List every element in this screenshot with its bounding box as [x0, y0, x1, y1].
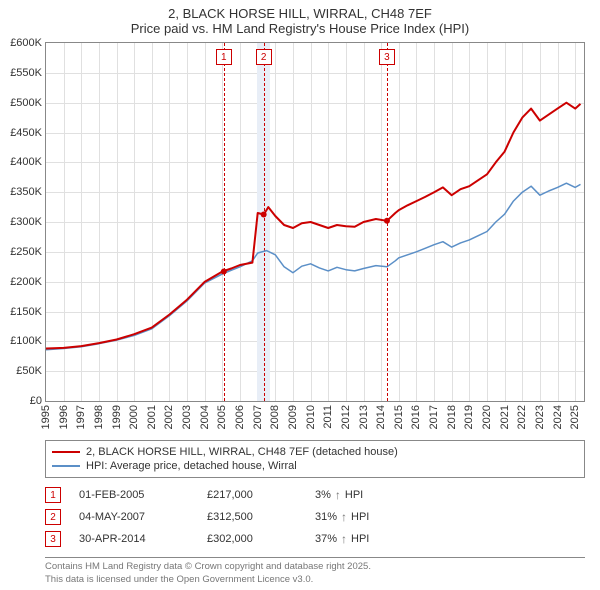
legend-swatch: [52, 465, 80, 467]
x-axis-label: 2014: [375, 405, 387, 429]
table-row: 3 30-APR-2014 £302,000 37% ↑ HPI: [45, 528, 585, 550]
sale-date: 30-APR-2014: [79, 533, 189, 545]
legend-label: HPI: Average price, detached house, Wirr…: [86, 460, 297, 472]
sale-price: £312,500: [207, 511, 297, 523]
sale-marker-icon: 3: [45, 531, 61, 547]
arrow-up-icon: ↑: [341, 532, 347, 546]
x-axis-label: 2019: [463, 405, 475, 429]
sale-delta-value: 31%: [315, 511, 337, 523]
legend-item: 2, BLACK HORSE HILL, WIRRAL, CH48 7EF (d…: [52, 445, 578, 459]
y-axis-label: £350K: [10, 186, 42, 198]
arrow-up-icon: ↑: [341, 510, 347, 524]
x-axis-label: 1999: [111, 405, 123, 429]
title-subtitle: Price paid vs. HM Land Registry's House …: [10, 21, 590, 36]
legend-swatch: [52, 451, 80, 453]
x-axis-label: 2021: [499, 405, 511, 429]
x-axis-label: 2024: [552, 405, 564, 429]
x-axis-label: 2020: [481, 405, 493, 429]
sale-date: 01-FEB-2005: [79, 489, 189, 501]
sale-delta-suffix: HPI: [345, 489, 363, 501]
x-axis-label: 2002: [163, 405, 175, 429]
title-address: 2, BLACK HORSE HILL, WIRRAL, CH48 7EF: [10, 6, 590, 21]
y-axis-label: £300K: [10, 216, 42, 228]
x-axis-label: 2001: [146, 405, 158, 429]
sale-delta-value: 3%: [315, 489, 331, 501]
sales-table: 1 01-FEB-2005 £217,000 3% ↑ HPI 2 04-MAY…: [45, 484, 585, 550]
y-axis-label: £450K: [10, 127, 42, 139]
footer-line1: Contains HM Land Registry data © Crown c…: [45, 561, 585, 573]
x-axis-label: 2022: [516, 405, 528, 429]
y-axis-label: £250K: [10, 246, 42, 258]
sale-delta-value: 37%: [315, 533, 337, 545]
y-axis-label: £600K: [10, 37, 42, 49]
y-axis-label: £50K: [16, 365, 42, 377]
y-axis-label: £100K: [10, 335, 42, 347]
y-axis-label: £500K: [10, 97, 42, 109]
footer-line2: This data is licensed under the Open Gov…: [45, 574, 585, 586]
x-axis-label: 2009: [287, 405, 299, 429]
x-axis-label: 2023: [534, 405, 546, 429]
x-axis-label: 2016: [410, 405, 422, 429]
sale-price: £302,000: [207, 533, 297, 545]
x-axis-label: 1995: [40, 405, 52, 429]
x-axis-label: 2017: [428, 405, 440, 429]
sale-marker-icon: 1: [45, 487, 61, 503]
plot-region: £0£50K£100K£150K£200K£250K£300K£350K£400…: [45, 42, 585, 402]
chart-lines: [46, 43, 584, 401]
sale-delta: 3% ↑ HPI: [315, 488, 363, 502]
x-axis-label: 2025: [569, 405, 581, 429]
sale-delta-suffix: HPI: [351, 533, 369, 545]
y-axis-label: £200K: [10, 276, 42, 288]
legend-label: 2, BLACK HORSE HILL, WIRRAL, CH48 7EF (d…: [86, 446, 398, 458]
x-axis-label: 2012: [340, 405, 352, 429]
sale-marker-icon: 2: [45, 509, 61, 525]
page-container: 2, BLACK HORSE HILL, WIRRAL, CH48 7EF Pr…: [0, 0, 600, 590]
footer: Contains HM Land Registry data © Crown c…: [45, 557, 585, 586]
x-axis-label: 2011: [322, 405, 334, 429]
sale-delta: 31% ↑ HPI: [315, 510, 369, 524]
sale-price: £217,000: [207, 489, 297, 501]
chart-area: £0£50K£100K£150K£200K£250K£300K£350K£400…: [45, 42, 585, 402]
x-axis-label: 2008: [269, 405, 281, 429]
sale-date: 04-MAY-2007: [79, 511, 189, 523]
y-axis-label: £400K: [10, 156, 42, 168]
chart-title-block: 2, BLACK HORSE HILL, WIRRAL, CH48 7EF Pr…: [0, 0, 600, 38]
x-axis-label: 1998: [93, 405, 105, 429]
y-axis-label: £150K: [10, 306, 42, 318]
x-axis-label: 1997: [75, 405, 87, 429]
x-axis-label: 2006: [234, 405, 246, 429]
table-row: 2 04-MAY-2007 £312,500 31% ↑ HPI: [45, 506, 585, 528]
y-axis-label: £550K: [10, 67, 42, 79]
x-axis-label: 1996: [58, 405, 70, 429]
x-axis-label: 2007: [252, 405, 264, 429]
x-axis-label: 2010: [305, 405, 317, 429]
arrow-up-icon: ↑: [335, 488, 341, 502]
x-axis-label: 2013: [358, 405, 370, 429]
x-axis-label: 2015: [393, 405, 405, 429]
legend-item: HPI: Average price, detached house, Wirr…: [52, 459, 578, 473]
x-axis-label: 2003: [181, 405, 193, 429]
x-axis-label: 2000: [128, 405, 140, 429]
sale-delta-suffix: HPI: [351, 511, 369, 523]
x-axis-label: 2018: [446, 405, 458, 429]
x-axis-label: 2005: [216, 405, 228, 429]
x-axis-label: 2004: [199, 405, 211, 429]
table-row: 1 01-FEB-2005 £217,000 3% ↑ HPI: [45, 484, 585, 506]
legend: 2, BLACK HORSE HILL, WIRRAL, CH48 7EF (d…: [45, 440, 585, 478]
sale-delta: 37% ↑ HPI: [315, 532, 369, 546]
